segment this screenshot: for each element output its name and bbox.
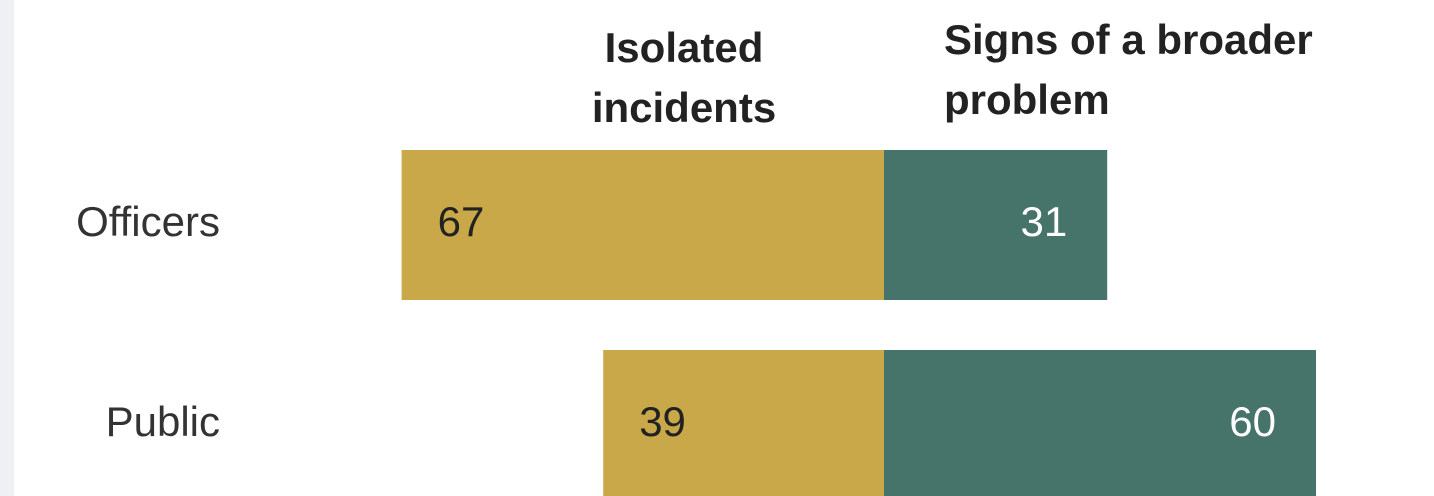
bar [884,150,1108,300]
bar [603,350,884,496]
value-label: 31 [1020,198,1067,245]
series-header: Signs of a broader problem [944,16,1313,123]
value-label: 39 [639,398,686,445]
category-label: Officers [76,198,220,245]
side-strip [0,0,14,496]
category-label: Public [106,398,220,445]
value-label: 67 [438,198,485,245]
bar [401,150,884,300]
value-label: 60 [1229,398,1276,445]
bar [884,350,1316,496]
series-header: Isolated incidents [591,24,777,131]
